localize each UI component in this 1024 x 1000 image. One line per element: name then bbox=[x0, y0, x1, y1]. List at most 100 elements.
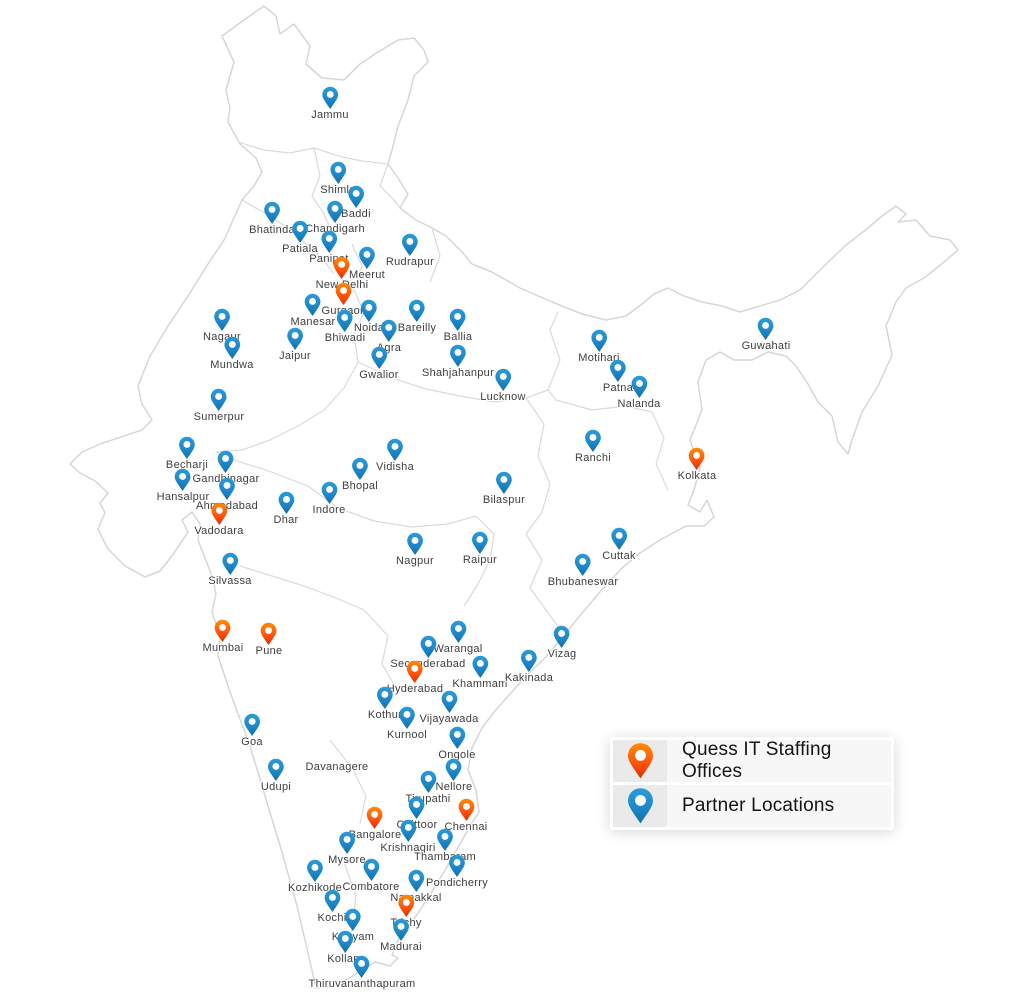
partner-pin-icon bbox=[305, 293, 321, 316]
map-location-patiala: Patiala bbox=[282, 220, 318, 255]
location-label: Madurai bbox=[380, 941, 422, 953]
office-pin-icon bbox=[261, 622, 277, 645]
location-label: Chennai bbox=[444, 821, 488, 833]
partner-pin-icon bbox=[330, 161, 346, 184]
map-location-gwalior: Gwalior bbox=[359, 346, 398, 381]
partner-pin-icon bbox=[287, 327, 303, 350]
partner-pin-icon bbox=[218, 450, 234, 473]
map-location-goa: Goa bbox=[241, 713, 263, 748]
location-label: Indore bbox=[312, 504, 346, 516]
partner-pin-icon bbox=[359, 246, 375, 269]
location-label: Baddi bbox=[341, 208, 371, 220]
partner-pin-icon bbox=[495, 368, 511, 391]
partner-pin-icon bbox=[575, 553, 591, 576]
partner-pin-icon bbox=[610, 359, 626, 382]
location-label: Kochi bbox=[317, 912, 347, 924]
partner-pin-icon bbox=[591, 329, 607, 352]
map-location-thiruvananthapuram: Thiruvananthapuram bbox=[309, 955, 416, 990]
location-label: Goa bbox=[241, 736, 263, 748]
location-label: Hansalpur bbox=[156, 491, 210, 503]
location-label: Shahjahanpur bbox=[421, 367, 495, 379]
partner-pin-icon bbox=[441, 690, 457, 713]
map-location-ranchi: Ranchi bbox=[575, 429, 611, 464]
map-location-shahjahanpur: Shahjahanpur bbox=[422, 344, 494, 379]
partner-pin-icon bbox=[224, 336, 240, 359]
office-pin-icon bbox=[407, 660, 423, 683]
map-location-vijayawada: Vijayawada bbox=[419, 690, 478, 725]
partner-pin-icon bbox=[407, 532, 423, 555]
partner-pin-icon bbox=[361, 299, 377, 322]
location-label: Becharji bbox=[165, 459, 209, 471]
location-label: Sumerpur bbox=[193, 411, 245, 423]
map-location-bhiwadi: Bhiwadi bbox=[325, 309, 366, 344]
map-location-pune: Pune bbox=[256, 622, 283, 657]
map-location-nagpur: Nagpur bbox=[396, 532, 434, 567]
location-label: Khammam bbox=[452, 678, 508, 690]
map-location-vadodara: Vadodara bbox=[194, 502, 243, 537]
partner-pin-icon bbox=[322, 86, 338, 109]
partner-pin-icon bbox=[472, 655, 488, 678]
map-location-kollam: Kollam bbox=[327, 930, 362, 965]
map-location-baddi: Baddi bbox=[341, 185, 371, 220]
partner-pin-icon bbox=[496, 471, 512, 494]
partner-pin-icon bbox=[449, 854, 465, 877]
location-label: Jammu bbox=[311, 109, 349, 121]
location-label: Mysore bbox=[328, 854, 366, 866]
partner-pin-icon bbox=[611, 527, 627, 550]
map-location-mundwa: Mundwa bbox=[210, 336, 253, 371]
partner-pin-icon bbox=[324, 889, 340, 912]
location-label: Motihari bbox=[578, 352, 620, 364]
map-location-madurai: Madurai bbox=[380, 918, 422, 953]
map-location-mumbai: Mumbai bbox=[203, 619, 244, 654]
map-location-raipur: Raipur bbox=[463, 531, 497, 566]
partner-pin-icon bbox=[450, 344, 466, 367]
map-location-becharji: Becharji bbox=[166, 436, 208, 471]
partner-pin-icon bbox=[268, 758, 284, 781]
location-label: Noida bbox=[353, 322, 385, 334]
map-location-kochi: Kochi bbox=[317, 889, 346, 924]
partner-pin-icon bbox=[472, 531, 488, 554]
partner-pin-icon bbox=[354, 955, 370, 978]
partner-pin-icon bbox=[222, 552, 238, 575]
map-location-bilaspur: Bilaspur bbox=[483, 471, 525, 506]
office-pin-icon bbox=[215, 619, 231, 642]
map-location-cuttak: Cuttak bbox=[602, 527, 636, 562]
partner-pin-icon bbox=[363, 858, 379, 881]
location-label: Nagpur bbox=[396, 555, 434, 567]
partner-pin-icon bbox=[327, 200, 343, 223]
map-location-shimla: Shimla bbox=[320, 161, 355, 196]
map-location-noida: Noida bbox=[354, 299, 384, 334]
partner-pin-icon bbox=[400, 819, 416, 842]
partner-pin-icon bbox=[758, 317, 774, 340]
location-label: Pondicherry bbox=[426, 877, 488, 889]
map-location-bhubaneswar: Bhubaneswar bbox=[548, 553, 619, 588]
partner-pin-icon bbox=[402, 233, 418, 256]
partner-pin-icon bbox=[214, 308, 230, 331]
location-label: Lucknow bbox=[480, 391, 526, 403]
country-outline bbox=[69, 5, 959, 989]
map-location-nellore: Nellore bbox=[436, 758, 473, 793]
location-label: Bhatinda bbox=[249, 224, 295, 236]
location-label: Silvassa bbox=[208, 575, 252, 587]
partner-pin-icon bbox=[613, 785, 667, 827]
location-label: Vijayawada bbox=[419, 713, 479, 725]
location-label: Hyderabad bbox=[386, 683, 444, 695]
location-label: Dhar bbox=[273, 514, 299, 526]
map-location-khammam: Khammam bbox=[452, 655, 507, 690]
partner-pin-icon bbox=[446, 758, 462, 781]
partner-pin-icon bbox=[449, 726, 465, 749]
map-location-davanagere: Davanagere bbox=[306, 761, 369, 773]
partner-pin-icon bbox=[345, 908, 361, 931]
partner-pin-icon bbox=[348, 185, 364, 208]
partner-pin-icon bbox=[408, 869, 424, 892]
partner-pin-icon bbox=[409, 299, 425, 322]
partner-pin-icon bbox=[278, 491, 294, 514]
location-label: Warangal bbox=[433, 643, 483, 655]
partner-pin-icon bbox=[409, 796, 425, 819]
location-label: Ongole bbox=[438, 749, 476, 761]
office-pin-icon bbox=[613, 740, 667, 782]
location-label: Pune bbox=[255, 645, 283, 657]
map-location-guwahati: Guwahati bbox=[742, 317, 791, 352]
location-label: Krishnagiri bbox=[380, 842, 436, 854]
